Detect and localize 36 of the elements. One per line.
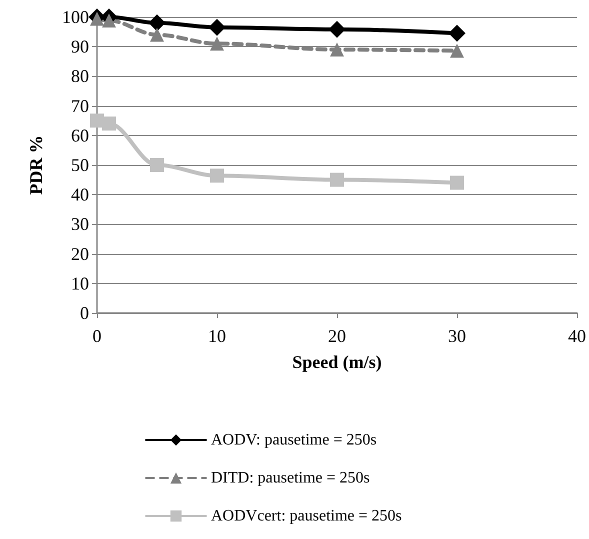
legend-label: DITD: pausetime = 250s	[211, 470, 370, 486]
point	[448, 24, 466, 42]
point	[208, 18, 226, 36]
point	[148, 14, 166, 32]
y-tick-label: 90	[71, 36, 89, 57]
point	[328, 20, 346, 38]
y-tick-label: 70	[71, 96, 89, 116]
y-axis-title: PDR %	[26, 135, 46, 195]
point	[210, 36, 224, 51]
y-tick-label: 60	[71, 125, 89, 146]
y-tick-label: 0	[80, 303, 89, 323]
y-tick-label: 100	[62, 7, 89, 27]
y-tick-label: 40	[71, 184, 89, 205]
y-tick-label: 20	[71, 244, 89, 264]
point	[90, 12, 104, 26]
x-tick-label: 40	[568, 326, 586, 346]
point	[330, 42, 344, 57]
point	[450, 44, 464, 58]
x-tick-label: 30	[448, 326, 466, 346]
y-tick-label: 30	[71, 214, 89, 234]
point	[330, 172, 344, 187]
x-axis-title: Speed (m/s)	[292, 352, 382, 372]
y-tick-label: 50	[71, 155, 89, 175]
point	[150, 158, 164, 172]
y-tick-label: 80	[71, 66, 89, 86]
legend-label: AODV: pausetime = 250s	[211, 432, 377, 448]
y-tick-label: 10	[71, 273, 89, 294]
x-tick-label: 20	[328, 326, 346, 346]
point	[450, 176, 464, 190]
point	[210, 168, 224, 183]
x-tick-label: 10	[208, 326, 226, 346]
point	[102, 14, 116, 28]
x-tick-label: 0	[92, 326, 102, 346]
legend-label: AODVcert: pausetime = 250s	[211, 508, 402, 524]
point	[150, 28, 164, 42]
point	[102, 116, 116, 131]
